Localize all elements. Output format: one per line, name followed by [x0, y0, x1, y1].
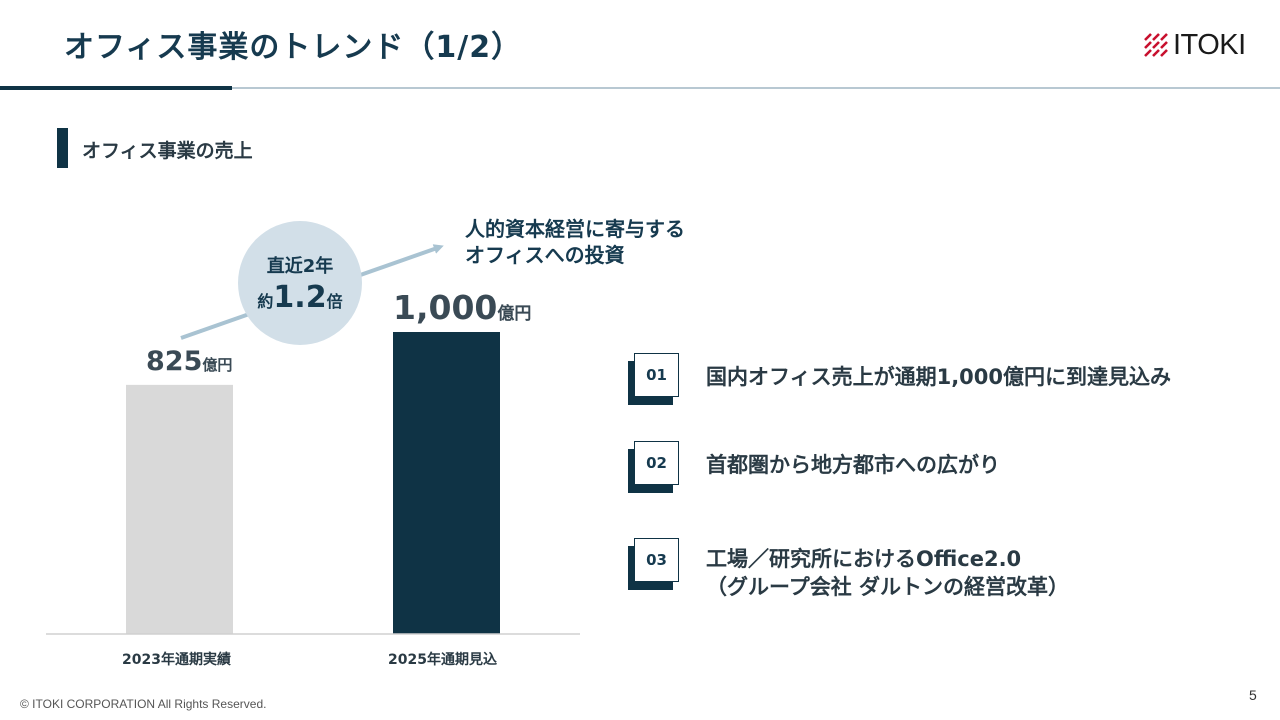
bar-value-number: 825 — [146, 346, 203, 377]
bar-2025 — [393, 332, 500, 634]
logo-text: ITOKI — [1173, 29, 1246, 61]
key-point-02: 02 首都圏から地方都市への広がり — [628, 441, 1268, 501]
point-number-badge: 02 — [634, 441, 679, 485]
itoki-logo-mark-icon — [1144, 33, 1168, 57]
itoki-logo: ITOKI — [1143, 30, 1246, 60]
investment-line-1: 人的資本経営に寄与する — [465, 217, 685, 241]
bar-2023 — [126, 384, 233, 634]
bar-value-unit: 億円 — [497, 304, 532, 324]
bar-value-2025: 1,000億円 — [393, 288, 531, 327]
section-marker — [57, 128, 68, 168]
point-number-badge: 01 — [634, 353, 679, 397]
growth-multiplier: 約1.2倍 — [257, 280, 342, 315]
slide-title: オフィス事業のトレンド（1/2） — [64, 30, 523, 65]
bar-value-unit: 億円 — [202, 356, 233, 374]
point-text: 国内オフィス売上が通期1,000億円に到達見込み — [706, 365, 1172, 389]
category-label-2025: 2025年通期見込 — [388, 652, 497, 668]
header-rule-accent — [0, 86, 232, 90]
investment-line-2: オフィスへの投資 — [465, 243, 625, 267]
copyright: © ITOKI CORPORATION All Rights Reserved. — [20, 697, 267, 711]
bar-value-2023: 825億円 — [146, 346, 232, 377]
point-text: 首都圏から地方都市への広がり — [706, 453, 1000, 477]
growth-suffix: 倍 — [326, 291, 343, 311]
growth-prefix: 約 — [257, 291, 274, 311]
growth-value: 1.2 — [273, 279, 327, 315]
investment-annotation: 人的資本経営に寄与する オフィスへの投資 — [465, 216, 685, 268]
point-text-line-1: 工場／研究所におけるOffice2.0 — [706, 547, 1022, 571]
page-number: 5 — [1249, 687, 1257, 703]
point-text-line-2: （グループ会社 ダルトンの経営改革） — [706, 575, 1070, 599]
section-title: オフィス事業の売上 — [82, 140, 253, 162]
bar-value-number: 1,000 — [393, 288, 498, 327]
header-rule — [232, 87, 1280, 89]
key-point-03: 03 工場／研究所におけるOffice2.0 （グループ会社 ダルトンの経営改革… — [628, 538, 1268, 601]
growth-badge: 直近2年 約1.2倍 — [238, 221, 362, 345]
point-text: 工場／研究所におけるOffice2.0 （グループ会社 ダルトンの経営改革） — [706, 545, 1069, 601]
category-label-2023: 2023年通期実績 — [122, 652, 231, 668]
key-point-01: 01 国内オフィス売上が通期1,000億円に到達見込み — [628, 353, 1268, 413]
point-number-badge: 03 — [634, 538, 679, 582]
growth-period: 直近2年 — [266, 255, 334, 277]
